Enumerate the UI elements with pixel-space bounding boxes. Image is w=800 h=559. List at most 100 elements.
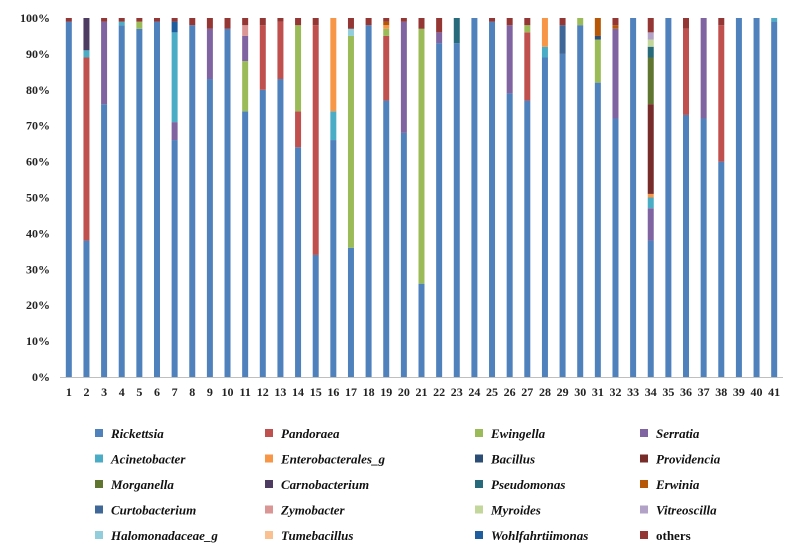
y-tick-label: 70%: [26, 119, 50, 133]
x-tick-label: 2: [83, 385, 89, 399]
y-tick-label: 10%: [26, 334, 50, 348]
bar-stack-7: [171, 18, 178, 377]
bar-segment: [136, 21, 143, 29]
bar-segment: [224, 18, 231, 29]
bar-segment: [171, 18, 178, 22]
legend-item: Halomonadaceae_g: [95, 528, 218, 543]
legend-item: Curtobacterium: [95, 503, 196, 518]
bar-segment: [471, 18, 478, 377]
bar-stack-23: [453, 18, 460, 377]
x-tick-label: 22: [433, 385, 445, 399]
bar-segment: [400, 21, 407, 133]
bar-stack-1: [65, 18, 72, 378]
legend-swatch: [95, 505, 103, 514]
bar-segment: [489, 21, 496, 378]
bar-segment: [118, 21, 125, 26]
y-tick-label: 20%: [26, 298, 50, 312]
x-tick-label: 7: [172, 385, 178, 399]
bar-segment: [365, 25, 372, 378]
bar-segment: [647, 39, 654, 47]
x-tick-label: 4: [119, 385, 125, 399]
x-tick-label: 27: [521, 385, 533, 399]
bar-segment: [295, 111, 302, 148]
bar-stack-35: [665, 18, 672, 377]
legend-item: Vitreoscilla: [640, 503, 717, 518]
bar-segment: [118, 18, 125, 22]
bar-stack-17: [347, 18, 354, 377]
x-tick-label: 40: [751, 385, 763, 399]
legend-item: Erwinia: [640, 477, 700, 492]
legend-item: Carnobacterium: [265, 477, 369, 492]
legend-label: Rickettsia: [110, 426, 164, 441]
legend-item: others: [640, 528, 691, 543]
legend-label: Enterobacterales_g: [280, 452, 385, 467]
bar-segment: [400, 132, 407, 377]
x-tick-label: 23: [451, 385, 463, 399]
x-tick-label: 26: [504, 385, 516, 399]
bar-stack-19: [383, 18, 390, 377]
legend-swatch: [265, 480, 273, 488]
x-tick-label: 34: [645, 385, 657, 399]
bar-segment: [771, 18, 778, 22]
x-tick-label: 37: [698, 385, 710, 399]
bar-segment: [524, 32, 531, 101]
x-tick-label: 14: [292, 385, 304, 399]
bars: [65, 18, 778, 378]
bar-segment: [242, 18, 249, 26]
x-tick-label: 20: [398, 385, 410, 399]
legend-swatch: [265, 429, 273, 437]
x-tick-label: 25: [486, 385, 498, 399]
bar-segment: [647, 193, 654, 198]
bar-segment: [453, 43, 460, 377]
x-tick-label: 19: [380, 385, 392, 399]
legend-swatch: [640, 429, 648, 437]
bar-segment: [718, 25, 725, 162]
legend-swatch: [640, 480, 648, 488]
bar-segment: [171, 21, 178, 33]
bar-segment: [630, 18, 637, 377]
x-tick-label: 38: [715, 385, 727, 399]
bar-segment: [700, 18, 707, 119]
legend-swatch: [640, 531, 648, 539]
legend-swatch: [95, 531, 103, 539]
legend-label: Bacillus: [490, 452, 535, 467]
legend-swatch: [265, 531, 273, 539]
x-tick-label: 28: [539, 385, 551, 399]
legend-swatch: [475, 429, 483, 437]
legend-item: Providencia: [640, 452, 721, 467]
bar-segment: [312, 25, 319, 255]
bar-segment: [153, 18, 160, 22]
bar-stack-28: [541, 18, 548, 378]
bar-stack-25: [489, 18, 496, 378]
bar-segment: [753, 18, 760, 377]
bar-stack-41: [771, 18, 778, 378]
bar-segment: [259, 18, 266, 26]
x-tick-label: 41: [768, 385, 780, 399]
x-tick-label: 15: [310, 385, 322, 399]
legend-item: Rickettsia: [95, 426, 164, 441]
bar-segment: [83, 57, 90, 241]
bar-stack-37: [700, 18, 707, 378]
bar-segment: [594, 39, 601, 83]
bar-segment: [101, 21, 108, 105]
bar-stack-27: [524, 18, 531, 377]
bar-segment: [524, 100, 531, 377]
bar-segment: [489, 18, 496, 22]
y-tick-label: 100%: [20, 11, 50, 25]
legend-item: Ewingella: [475, 426, 546, 441]
bar-segment: [259, 25, 266, 90]
y-tick-label: 0%: [32, 370, 50, 384]
legend-swatch: [475, 505, 483, 514]
bar-segment: [647, 32, 654, 40]
legend-swatch: [95, 480, 103, 488]
bar-segment: [506, 93, 513, 377]
legend-swatch: [475, 454, 483, 463]
bar-segment: [83, 240, 90, 377]
x-tick-label: 6: [154, 385, 160, 399]
legend-item: Acinetobacter: [95, 452, 186, 467]
bar-stack-40: [753, 18, 760, 377]
bar-stack-15: [312, 18, 319, 377]
legend: Rickettsia Pandoraea Ewingella Serratia Acin…: [95, 426, 721, 543]
bar-segment: [700, 118, 707, 378]
x-tick-label: 35: [662, 385, 674, 399]
